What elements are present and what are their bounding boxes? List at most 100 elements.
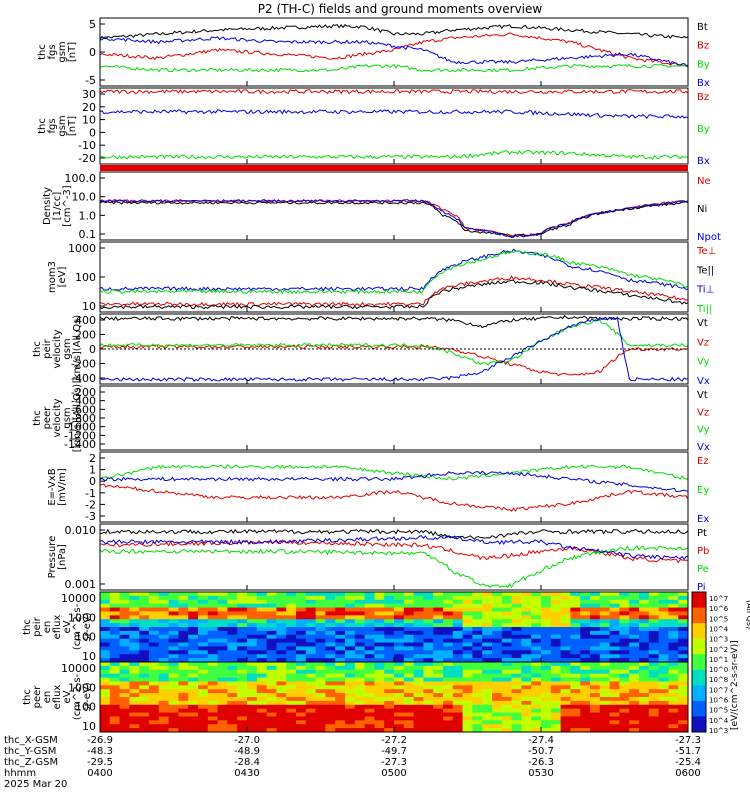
heatmap-cell [198, 650, 209, 655]
heatmap-cell [599, 665, 611, 671]
heatmap-cell [570, 728, 581, 733]
heatmap-cell [119, 642, 130, 647]
heatmap-cell [188, 693, 199, 698]
heatmap-cell [384, 681, 395, 686]
heatmap-cell [335, 634, 346, 640]
heatmap-cell [296, 646, 307, 651]
heatmap-cell [452, 630, 464, 636]
heatmap-cell [345, 724, 356, 729]
heatmap-cell [178, 693, 189, 698]
heatmap-cell [482, 619, 493, 624]
heatmap-cell [237, 673, 248, 679]
heatmap-cell [658, 693, 669, 698]
series-line-Ez [100, 483, 689, 512]
heatmap-cell [639, 704, 650, 710]
heatmap-cell [354, 611, 366, 616]
heatmap-cell [423, 607, 434, 612]
y-tick-label: 0 [89, 126, 96, 139]
y-axis-label-line: velocity [52, 329, 63, 368]
heatmap-cell [345, 681, 356, 686]
y-axis-label-line: E=-VxB [47, 468, 58, 505]
y-axis-label-line: Density [42, 187, 53, 225]
heatmap-cell [266, 673, 277, 679]
heatmap-cell [345, 658, 356, 663]
heatmap-cell [335, 693, 346, 698]
heatmap-cell [384, 693, 395, 698]
heatmap-cell [207, 630, 219, 636]
heatmap-cell [619, 724, 630, 729]
heatmap-cell [119, 681, 130, 686]
heatmap-cell [560, 665, 571, 671]
heatmap-cell [403, 673, 415, 679]
heatmap-cell [256, 708, 268, 714]
heatmap-cell [541, 697, 552, 702]
heatmap-cell [403, 607, 415, 612]
heatmap-cell [315, 623, 326, 628]
series-line-Te⊥ [99, 275, 689, 307]
heatmap-cell [668, 677, 679, 682]
heatmap-cell [119, 693, 130, 698]
heatmap-cell [492, 673, 503, 679]
heatmap-cell [541, 611, 552, 616]
y-tick-label: -200 [71, 358, 96, 371]
y-axis-label-line: eflux [52, 685, 63, 710]
legend-Npot: Npot [697, 232, 721, 243]
footer-value: -27.3 [381, 757, 407, 768]
heatmap-cell [256, 689, 268, 694]
heatmap-cell [629, 712, 640, 717]
panel-frame [99, 523, 689, 591]
heatmap-cell [158, 634, 170, 640]
heatmap-cell [149, 728, 160, 733]
heatmap-cell [345, 693, 356, 698]
heatmap-cell [296, 724, 307, 729]
heatmap-cell [315, 716, 326, 721]
heatmap-cell [423, 677, 434, 682]
series-line-Ti|| [99, 250, 689, 295]
heatmap-cell [433, 611, 444, 616]
heatmap-cell [501, 700, 513, 706]
heatmap-cell [521, 607, 532, 612]
heatmap-cell [129, 662, 140, 667]
heatmap-cell [119, 669, 130, 675]
heatmap-cell [472, 716, 483, 721]
heatmap-cell [335, 708, 346, 714]
heatmap-cell [168, 642, 179, 647]
heatmap-cell [198, 592, 209, 597]
heatmap-cell [207, 697, 219, 702]
heatmap-cell [550, 665, 562, 671]
heatmap-cell [256, 704, 268, 710]
heatmap-cell [472, 592, 483, 597]
heatmap-cell [678, 595, 689, 601]
y-axis-label: thcfgsgsm[nT] [37, 41, 78, 62]
heatmap-cell [149, 611, 160, 616]
heatmap-cell [247, 658, 258, 663]
heatmap-cell [639, 673, 650, 679]
heatmap-cell [678, 693, 689, 698]
heatmap-cell [472, 619, 483, 624]
heatmap-cell [178, 669, 189, 675]
heatmap-cell [364, 724, 375, 729]
heatmap-cell [207, 669, 219, 675]
heatmap-cell [168, 638, 179, 644]
heatmap-cell [158, 697, 170, 702]
heatmap-cell [149, 685, 160, 690]
heatmap-cell [384, 607, 395, 612]
heatmap-cell [384, 595, 395, 601]
heatmap-cell [413, 681, 424, 686]
heatmap-cell [286, 595, 297, 601]
y-tick-label: 1000 [68, 681, 96, 694]
heatmap-cell [501, 720, 513, 725]
heatmap-cell [188, 592, 199, 597]
heatmap-cell [501, 708, 513, 714]
heatmap-cell [227, 689, 238, 694]
y-axis-label-line: (cm^2-s- [72, 673, 83, 720]
y-tick-label: 0 [89, 343, 96, 356]
heatmap-cell [335, 685, 346, 690]
heatmap-cell [462, 634, 473, 640]
heatmap-cell [550, 712, 562, 717]
heatmap-cell [433, 662, 444, 667]
heatmap-cell [188, 708, 199, 714]
heatmap-cell [590, 595, 601, 601]
heatmap-cell [374, 642, 385, 647]
colorbar-tick-label: 10^7 [709, 686, 728, 694]
